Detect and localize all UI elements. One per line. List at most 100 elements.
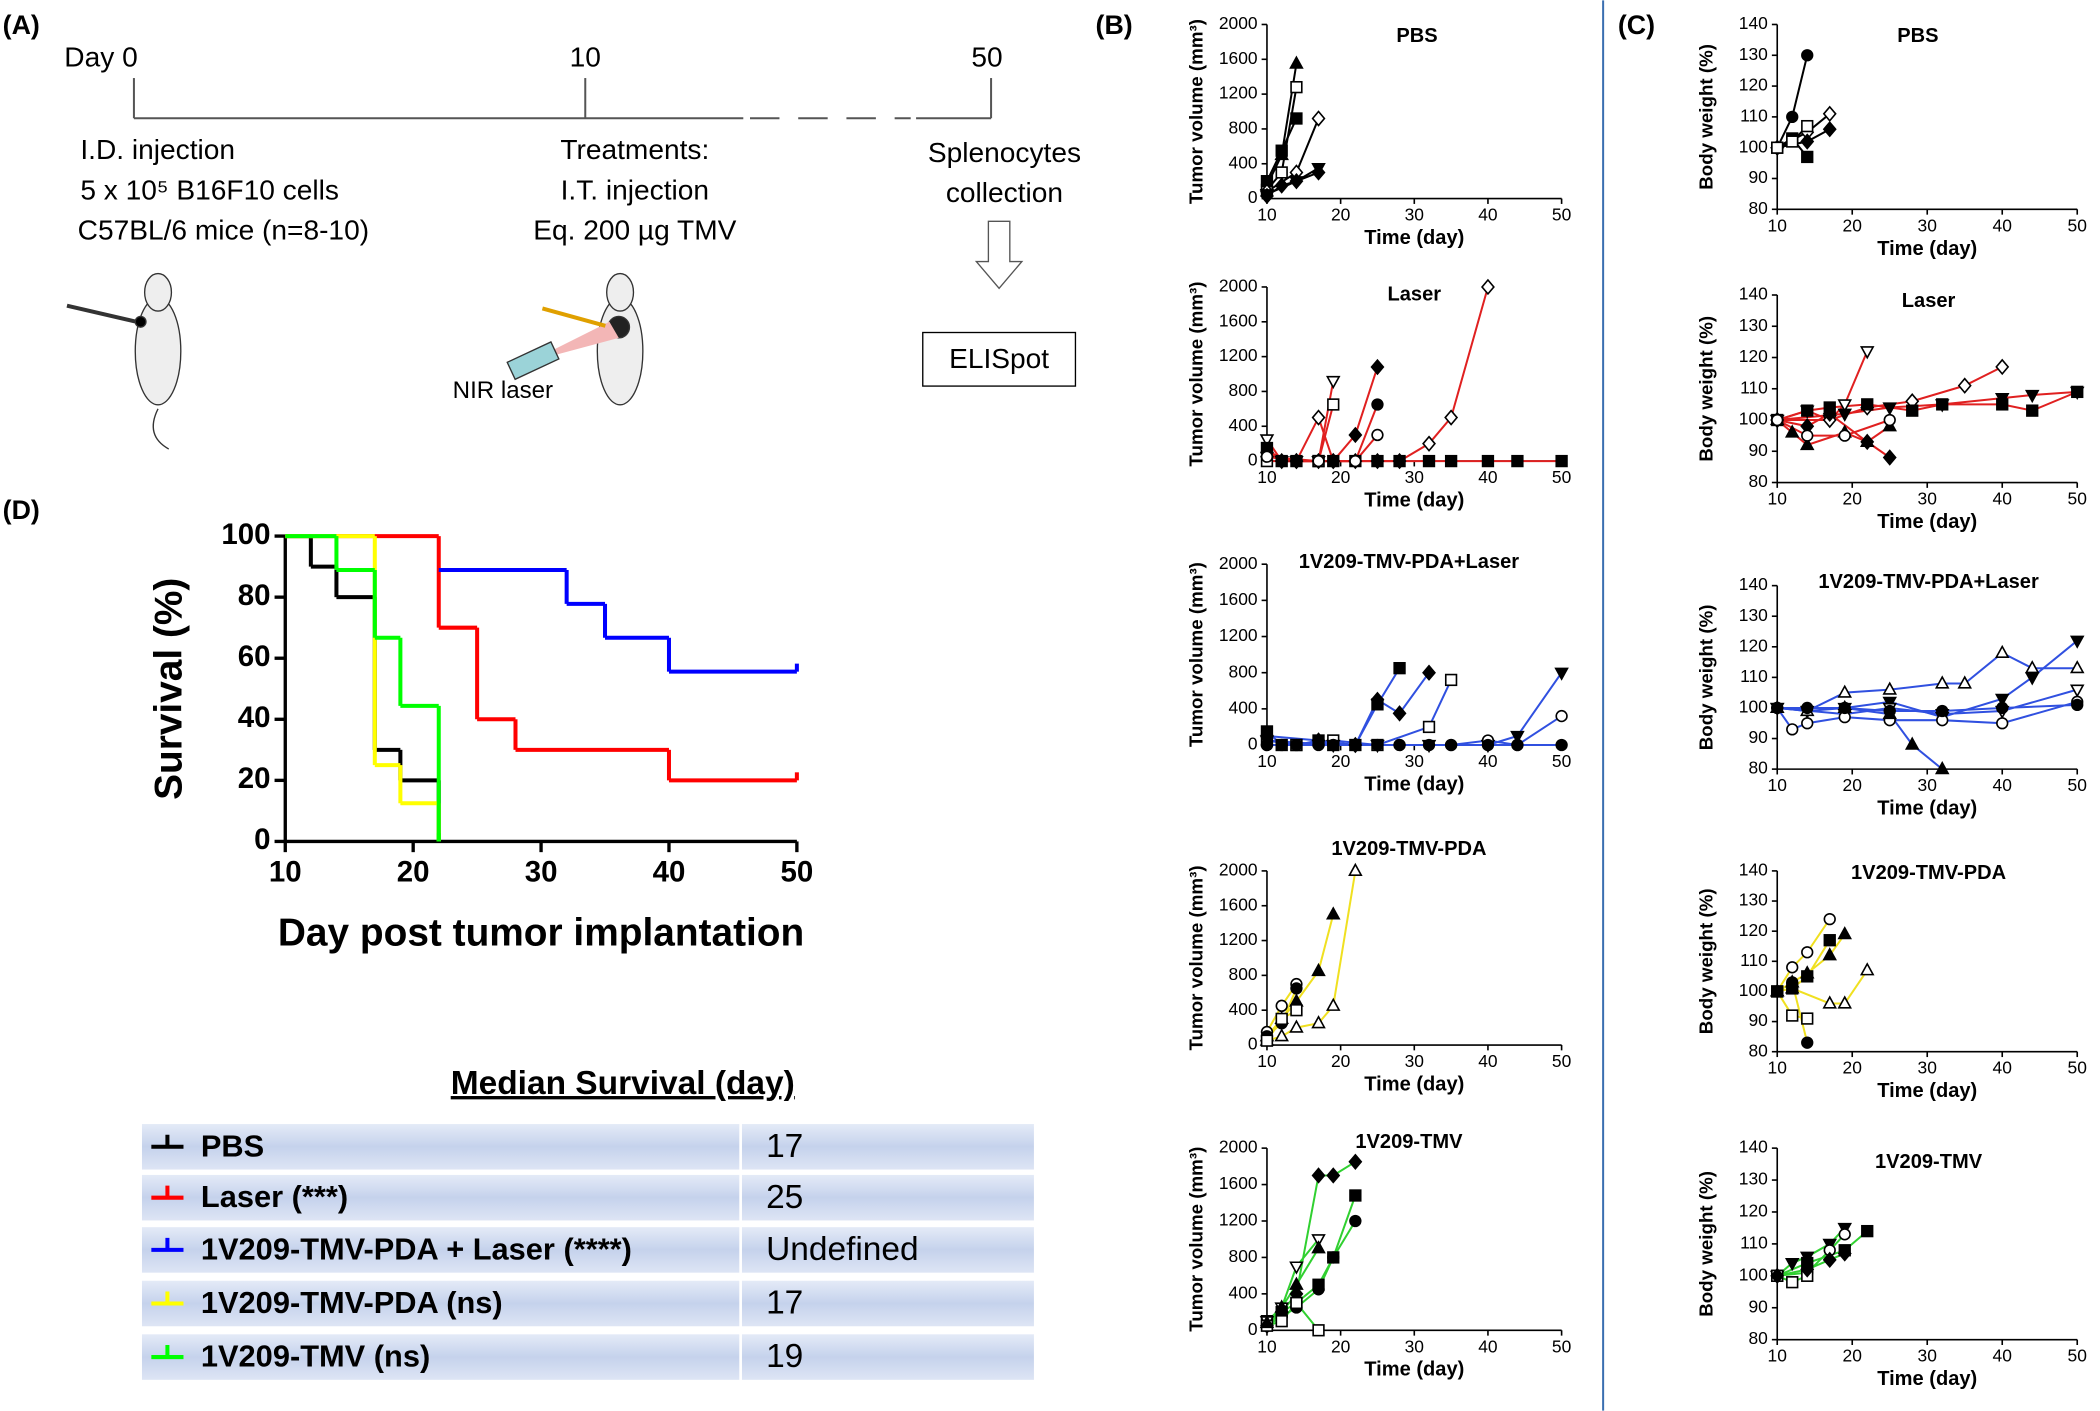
step-text: Eq. 200 µg TMV [533,214,736,245]
y-tick-label: 130 [1739,315,1768,335]
series-line [1777,939,1831,993]
chart: 10 20 30 40 50 0 400 800 1200 1600 2000 Time (day) T… [1185,1131,1571,1381]
marker [1555,454,1568,468]
y-tick-label: 120 [1739,1201,1768,1221]
marker [1786,982,1799,995]
marker [1822,1251,1837,1269]
marker [1348,1153,1363,1171]
marker [1371,428,1384,442]
marker [1422,454,1436,468]
marker [1957,675,1972,689]
x-tick-label: 20 [1843,489,1862,509]
x-tick-label: 50 [1552,1336,1571,1356]
marker [1289,172,1304,190]
y-tick-label: 80 [1748,1328,1767,1348]
y-tick-label: 110 [1740,950,1768,970]
marker [1994,693,2010,707]
x-tick-label: 10 [1768,775,1787,795]
step-text: collection [946,177,1063,208]
x-tick-label: 20 [1843,775,1862,795]
timeline-label: 50 [971,42,1002,73]
y-axis-label: Body weight (%) [1696,44,1717,190]
y-tick-label: 140 [1739,859,1768,879]
marker [1290,1296,1303,1310]
marker [1771,141,1784,154]
marker [1799,436,1815,451]
x-axis-label: Time (day) [1877,798,1977,820]
y-tick-label: 800 [1229,118,1258,138]
x-tick-label: 50 [1552,1051,1571,1071]
x-tick-label: 10 [1257,1051,1276,1071]
x-axis-label: Time (day) [1877,1080,1977,1102]
table-row [139,1172,1037,1224]
y-tick-label: 2000 [1219,276,1258,296]
marker [1801,49,1814,62]
chart-title: Laser [1387,283,1441,305]
marker [1801,717,1814,730]
x-tick-label: 10 [1768,215,1787,235]
marker [1422,435,1436,452]
marker [1259,1314,1275,1329]
y-tick-label: 1600 [1219,894,1258,914]
y-tick-label: 2000 [1219,13,1258,33]
marker [1260,187,1274,205]
marker [2026,404,2039,417]
marker [1422,738,1436,752]
x-tick-label: 50 [2068,1346,2087,1366]
y-tick-label: 100 [221,518,270,551]
step-text: C57BL/6 mice (n=8-10) [78,214,369,245]
marker [1311,110,1326,127]
marker [1837,995,1852,1009]
y-tick-label: 0 [1248,734,1258,754]
marker [2024,660,2040,674]
marker [1393,662,1406,675]
marker [2069,635,2085,649]
chart: 10 20 30 40 50 80 90 100 110 120 130 140 Time (day) B… [1696,859,2087,1102]
y-tick-label: 80 [1748,758,1767,778]
marker [1822,120,1837,138]
x-axis-label: Time (day) [1364,490,1464,512]
table-cell: 17 [766,1128,803,1165]
x-axis-label: Time (day) [1364,773,1464,795]
y-tick-label: 0 [1248,450,1258,470]
marker [1511,738,1524,752]
marker [1312,1324,1325,1337]
x-tick-label: 40 [1993,1346,2012,1366]
table-cell: 17 [766,1285,803,1322]
marker [1823,934,1836,947]
marker [1837,1245,1852,1262]
marker [1936,704,1949,718]
y-tick-label: 1200 [1219,1210,1258,1230]
y-axis-label: Body weight (%) [1696,316,1717,462]
y-tick-label: 800 [1229,380,1258,400]
marker [1326,906,1341,920]
x-axis-label: Time (day) [1877,238,1977,260]
marker [1274,1299,1289,1313]
y-tick-label: 1600 [1219,1173,1258,1193]
marker [2069,660,2085,674]
marker [1312,454,1325,468]
marker [1274,177,1289,194]
marker [1349,454,1362,468]
marker [1801,150,1814,164]
y-axis-label: Tumor volume (mm³) [1185,562,1206,747]
y-tick-label: 400 [1229,999,1258,1019]
marker [1786,961,1799,974]
marker [1260,450,1274,463]
marker [1838,701,1851,715]
marker [1883,413,1896,427]
x-tick-label: 40 [1478,751,1497,771]
series-line [1777,706,1943,770]
marker [1859,962,1875,976]
marker [1786,723,1799,736]
chart-title: 1V209-TMV-PDA+Laser [1299,551,1520,573]
marker [1290,738,1303,752]
step-text: I.D. injection [80,134,235,165]
x-axis-label: Time (day) [1877,1368,1977,1390]
chart: 10 20 30 40 50 80 90 100 110 120 130 140 Time (day) B… [1696,571,2087,819]
marker [1861,398,1874,411]
x-tick-label: 30 [1405,1336,1424,1356]
y-axis-label: Body weight (%) [1696,604,1717,750]
y-tick-label: 90 [1748,440,1767,460]
y-tick-label: 800 [1229,661,1258,681]
